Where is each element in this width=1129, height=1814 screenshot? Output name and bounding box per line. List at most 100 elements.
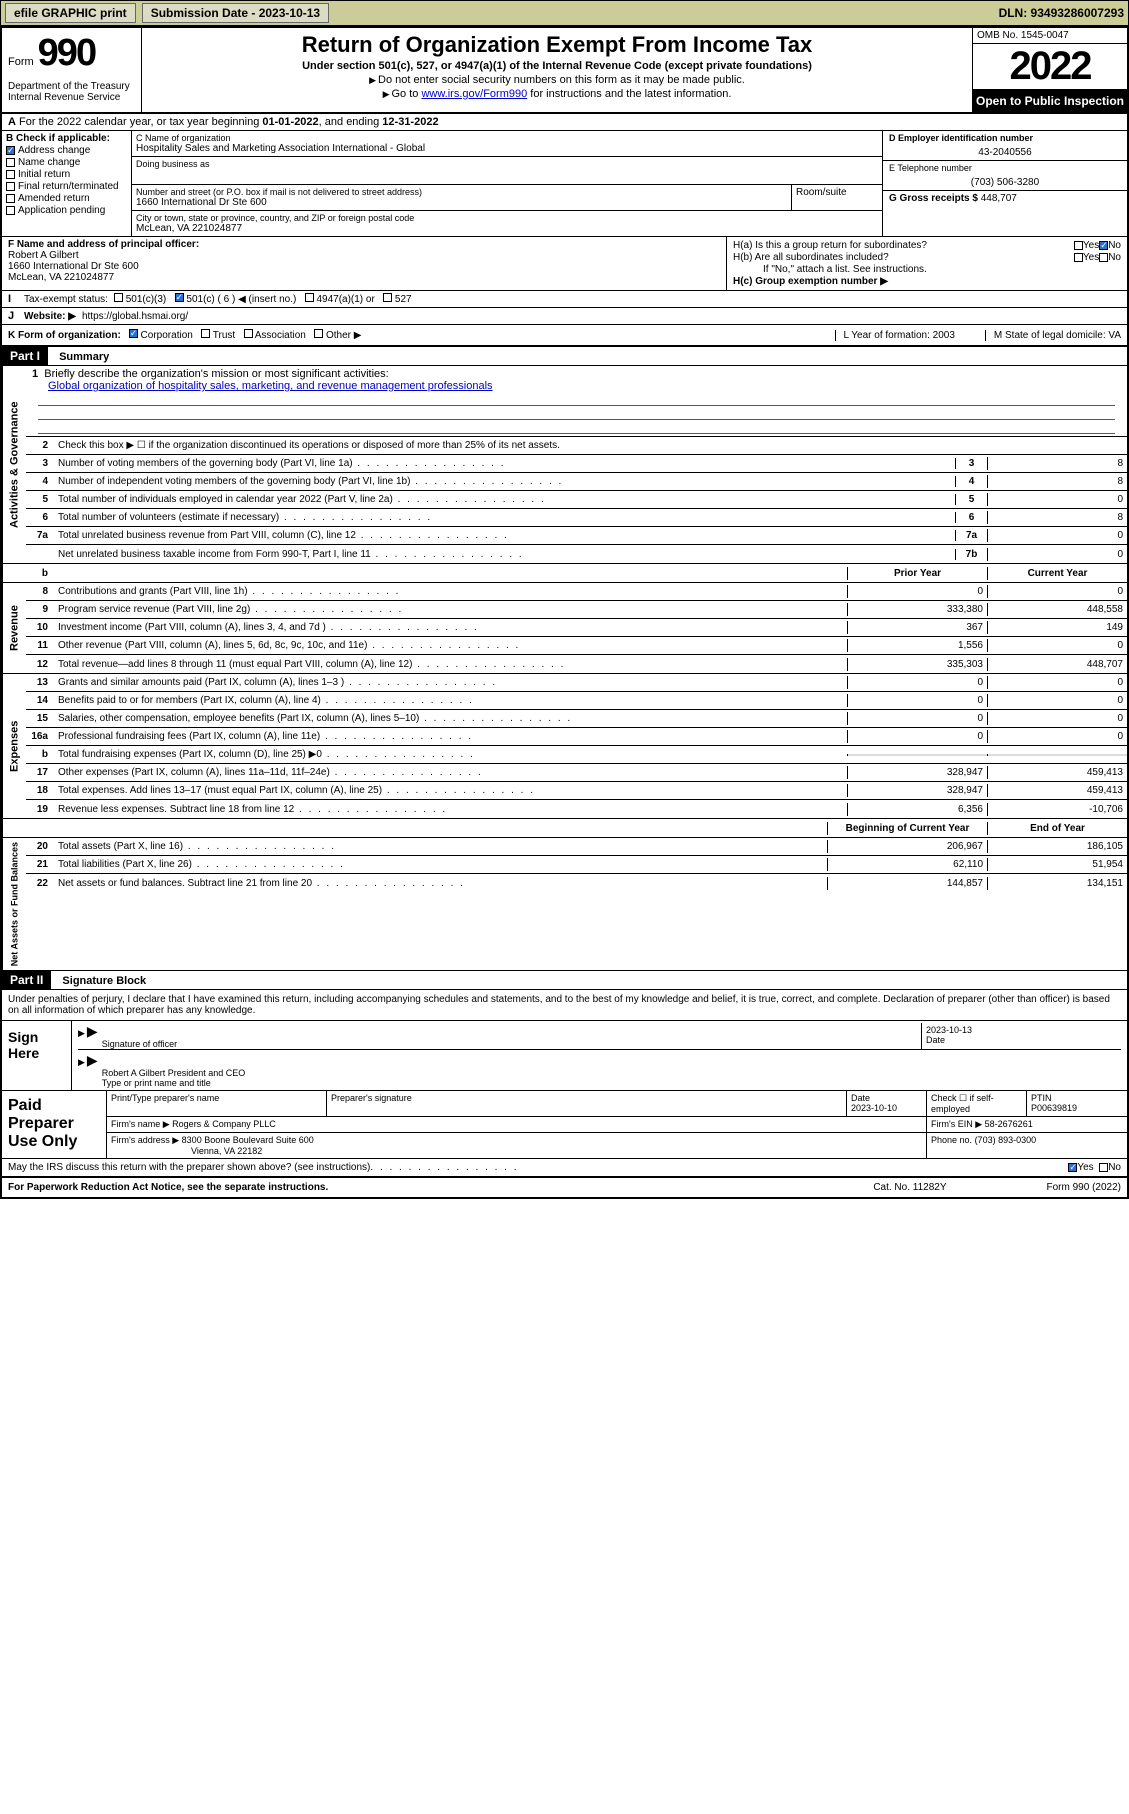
begin-year-header: Beginning of Current Year: [827, 822, 987, 835]
prep-date: 2023-10-10: [851, 1103, 897, 1113]
form-990: Form 990 Department of the Treasury Inte…: [0, 26, 1129, 1199]
irs-yes-checkbox[interactable]: [1068, 1163, 1077, 1172]
phone-label: E Telephone number: [889, 163, 1121, 173]
room-suite-label: Room/suite: [792, 185, 882, 210]
col-c-org-info: C Name of organization Hospitality Sales…: [132, 131, 882, 236]
line-desc: Number of independent voting members of …: [54, 475, 955, 488]
tax-status-checkbox[interactable]: [114, 293, 123, 302]
tax-year: 2022: [973, 44, 1127, 90]
current-value: 0: [987, 639, 1127, 652]
current-value: 134,151: [987, 877, 1127, 890]
ein-value: 43-2040556: [889, 147, 1121, 158]
checkbox-label: Address change: [18, 145, 90, 156]
form-header: Form 990 Department of the Treasury Inte…: [2, 28, 1127, 114]
form-title: Return of Organization Exempt From Incom…: [150, 32, 964, 58]
line-desc: Total number of volunteers (estimate if …: [54, 511, 955, 524]
row-a-tax-year: A For the 2022 calendar year, or tax yea…: [2, 114, 1127, 131]
prior-value: 62,110: [827, 858, 987, 871]
prior-value: 0: [847, 585, 987, 598]
checkbox[interactable]: [6, 158, 15, 167]
checkbox-label: Final return/terminated: [18, 181, 119, 192]
tax-status-checkbox[interactable]: [175, 293, 184, 302]
current-value: [987, 754, 1127, 756]
col-b-header: B Check if applicable:: [6, 133, 127, 144]
submission-date-button[interactable]: Submission Date - 2023-10-13: [142, 3, 329, 23]
line-desc: Total expenses. Add lines 13–17 (must eq…: [54, 784, 847, 797]
part1-title: Summary: [51, 349, 117, 365]
current-value: 459,413: [987, 784, 1127, 797]
checkbox[interactable]: [6, 182, 15, 191]
line-desc: Program service revenue (Part VIII, line…: [54, 603, 847, 616]
prior-value: 0: [847, 694, 987, 707]
sig-date: 2023-10-13: [926, 1025, 972, 1035]
checkbox-label: Name change: [18, 157, 80, 168]
prior-value: 328,947: [847, 784, 987, 797]
form-org-checkbox[interactable]: [244, 329, 253, 338]
officer-addr2: McLean, VA 221024877: [8, 272, 114, 283]
dba-label: Doing business as: [136, 159, 878, 169]
line-desc: Other expenses (Part IX, column (A), lin…: [54, 766, 847, 779]
tax-status-checkbox[interactable]: [305, 293, 314, 302]
state-domicile: M State of legal domicile: VA: [985, 330, 1121, 341]
website-url: https://global.hsmai.org/: [82, 311, 188, 322]
line-box: 3: [955, 458, 987, 469]
org-address: 1660 International Dr Ste 600: [136, 197, 787, 208]
checkbox[interactable]: [6, 194, 15, 203]
line-box: 4: [955, 476, 987, 487]
checkbox[interactable]: [6, 170, 15, 179]
ha-no-checkbox[interactable]: [1099, 241, 1108, 250]
form-org-checkbox[interactable]: [314, 329, 323, 338]
form-org-checkbox[interactable]: [129, 329, 138, 338]
omb-number: OMB No. 1545-0047: [973, 28, 1127, 44]
hb-no-checkbox[interactable]: [1099, 253, 1108, 262]
checkbox-label: Application pending: [18, 205, 105, 216]
ein-label: D Employer identification number: [889, 133, 1121, 143]
line-desc: Salaries, other compensation, employee b…: [54, 712, 847, 725]
org-city: McLean, VA 221024877: [136, 223, 878, 234]
line-desc: Total revenue—add lines 8 through 11 (mu…: [54, 658, 847, 671]
self-employed-check[interactable]: Check ☐ if self-employed: [927, 1091, 1027, 1116]
current-value: 0: [987, 712, 1127, 725]
form-org-checkbox[interactable]: [201, 329, 210, 338]
addr-label: Number and street (or P.O. box if mail i…: [136, 187, 787, 197]
part1-header: Part I: [2, 347, 48, 365]
row-fh: F Name and address of principal officer:…: [2, 237, 1127, 291]
firm-address: 8300 Boone Boulevard Suite 600: [182, 1135, 314, 1145]
hb-yes-checkbox[interactable]: [1074, 253, 1083, 262]
tax-status-checkbox[interactable]: [383, 293, 392, 302]
line-desc: Other revenue (Part VIII, column (A), li…: [54, 639, 847, 652]
phone-value: (703) 506-3280: [889, 177, 1121, 188]
current-value: 0: [987, 676, 1127, 689]
line-desc: Investment income (Part VIII, column (A)…: [54, 621, 847, 634]
header-note2-pre: Go to: [391, 88, 421, 100]
form-word: Form: [8, 56, 34, 68]
row-j-website: J Website: ▶ https://global.hsmai.org/: [2, 308, 1127, 325]
part2-title: Signature Block: [54, 973, 154, 989]
checkbox[interactable]: [6, 146, 15, 155]
line-desc: Total number of individuals employed in …: [54, 493, 955, 506]
form-ref: Form 990 (2022): [1047, 1182, 1121, 1193]
cat-no: Cat. No. 11282Y: [873, 1182, 946, 1193]
irs-no-checkbox[interactable]: [1099, 1163, 1108, 1172]
efile-print-button[interactable]: efile GRAPHIC print: [5, 3, 136, 23]
current-value: 0: [987, 694, 1127, 707]
paperwork-notice: For Paperwork Reduction Act Notice, see …: [8, 1182, 328, 1193]
current-value: 51,954: [987, 858, 1127, 871]
department-label: Department of the Treasury Internal Reve…: [8, 81, 135, 103]
line-desc: Total unrelated business revenue from Pa…: [54, 529, 955, 542]
part2-header: Part II: [2, 971, 51, 989]
topbar: efile GRAPHIC print Submission Date - 20…: [0, 0, 1129, 26]
current-value: 0: [987, 585, 1127, 598]
form-footer: For Paperwork Reduction Act Notice, see …: [2, 1176, 1127, 1197]
sign-here-label: Sign Here: [2, 1021, 72, 1090]
ha-yes-checkbox[interactable]: [1074, 241, 1083, 250]
officer-name: Robert A Gilbert: [8, 250, 79, 261]
checkbox[interactable]: [6, 206, 15, 215]
mission-text[interactable]: Global organization of hospitality sales…: [48, 380, 1121, 392]
arrow-icon: [369, 74, 378, 86]
irs-link[interactable]: www.irs.gov/Form990: [421, 88, 527, 100]
line-desc: Contributions and grants (Part VIII, lin…: [54, 585, 847, 598]
gross-value: 448,707: [981, 193, 1017, 204]
current-value: 0: [987, 730, 1127, 743]
prior-value: 367: [847, 621, 987, 634]
